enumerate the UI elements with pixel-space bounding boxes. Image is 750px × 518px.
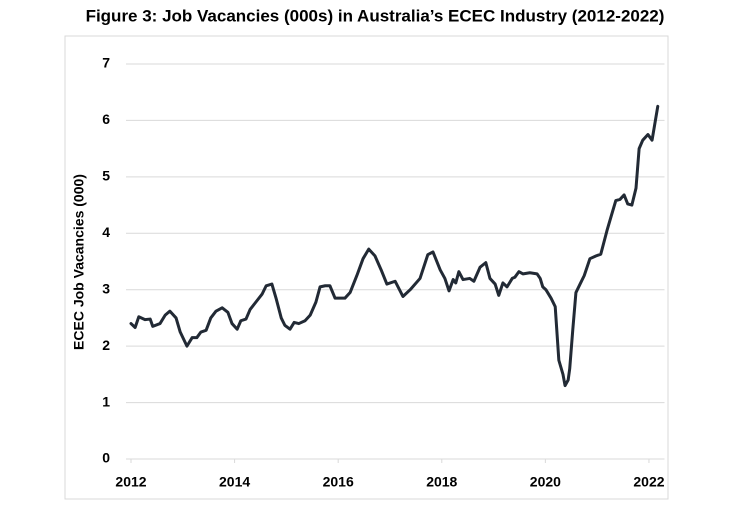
y-tick-label: 5 bbox=[102, 168, 110, 184]
y-tick-label: 7 bbox=[102, 55, 110, 71]
x-tick-label: 2012 bbox=[115, 474, 146, 490]
data-line bbox=[129, 104, 660, 388]
y-tick-label: 2 bbox=[102, 337, 110, 353]
x-tick-label: 2020 bbox=[530, 474, 561, 490]
x-tick-label: 2014 bbox=[219, 474, 250, 490]
y-tick-label: 0 bbox=[102, 450, 110, 466]
x-tick-label: 2022 bbox=[633, 474, 664, 490]
y-tick-label: 3 bbox=[102, 280, 110, 296]
y-tick-label: 4 bbox=[102, 224, 110, 240]
y-axis-label: ECEC Job Vacancies (000) bbox=[71, 174, 87, 350]
y-tick-label: 1 bbox=[102, 393, 110, 409]
chart-frame bbox=[64, 35, 669, 500]
chart-title: Figure 3: Job Vacancies (000s) in Austra… bbox=[86, 6, 665, 25]
y-tick-label: 6 bbox=[102, 111, 110, 127]
x-tick-label: 2018 bbox=[426, 474, 457, 490]
x-tick-label: 2016 bbox=[323, 474, 354, 490]
